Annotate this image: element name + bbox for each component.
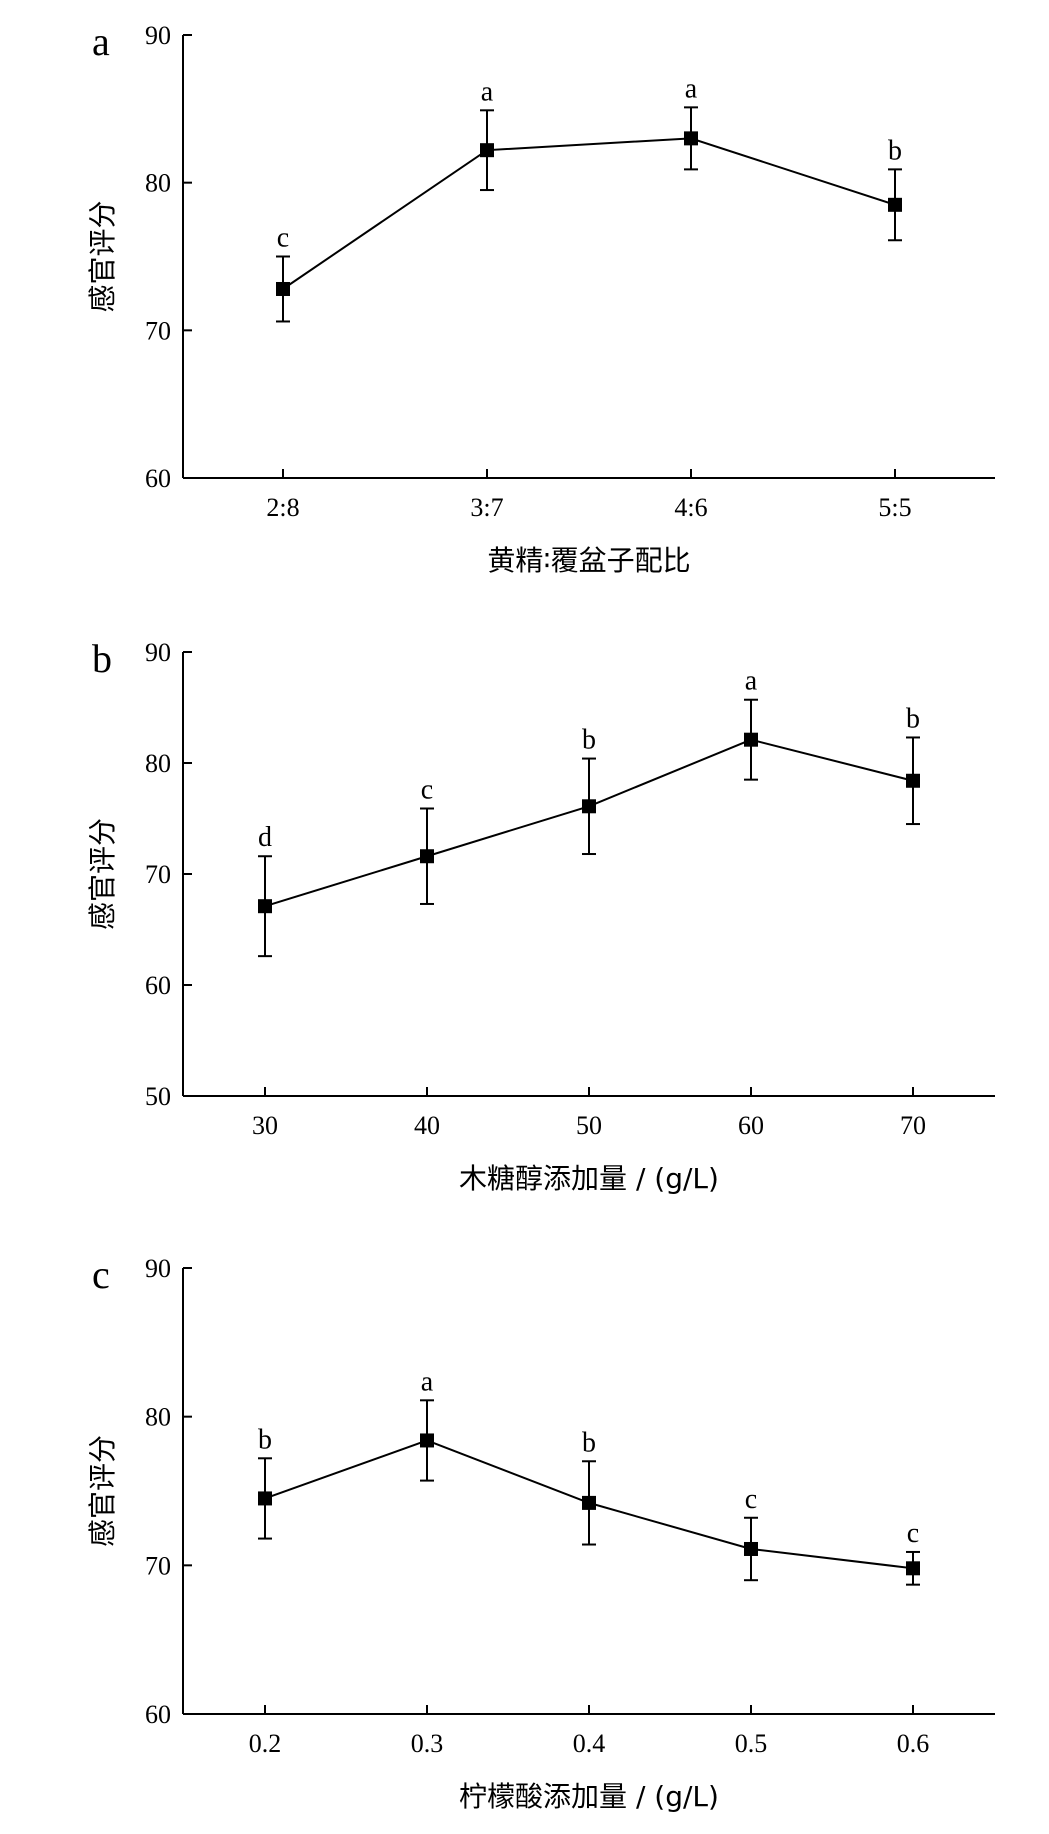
panel-label: c [92, 1252, 110, 1297]
y-tick-label: 50 [145, 1082, 171, 1111]
panel-label: a [92, 19, 110, 64]
y-tick-label: 60 [145, 1700, 171, 1729]
y-tick-label: 70 [145, 860, 171, 889]
x-tick-label: 0.2 [249, 1729, 282, 1758]
y-tick-label: 60 [145, 971, 171, 1000]
x-axis-title: 柠檬酸添加量 / (g/L) [459, 1780, 719, 1813]
x-tick-label: 30 [252, 1111, 278, 1140]
significance-label: c [745, 1484, 757, 1515]
data-point [276, 281, 290, 296]
data-point [582, 1495, 596, 1510]
significance-label: a [481, 76, 494, 107]
data-point [420, 1433, 434, 1448]
significance-label: c [421, 775, 433, 806]
y-tick-label: 90 [145, 638, 171, 667]
x-axis-title: 黄精∶覆盆子配比 [487, 544, 690, 577]
x-tick-label: 4:6 [674, 493, 707, 522]
panel-label: b [92, 636, 112, 681]
data-point [744, 732, 758, 747]
significance-label: a [745, 666, 758, 697]
data-point [420, 849, 434, 864]
data-point [906, 773, 920, 788]
x-tick-label: 0.6 [897, 1729, 930, 1758]
data-point [744, 1541, 758, 1556]
y-axis-title: 感官评分 [86, 200, 119, 312]
y-tick-label: 80 [145, 169, 171, 198]
y-tick-label: 70 [145, 316, 171, 345]
x-tick-label: 70 [900, 1111, 926, 1140]
significance-label: b [258, 1424, 272, 1455]
data-point [888, 197, 902, 212]
x-tick-label: 40 [414, 1111, 440, 1140]
y-axis-title: 感官评分 [86, 818, 119, 930]
series-line [282, 137, 896, 290]
chart-panel-a: 60 70 80 90 2:8 3:7 4:6 5:5 黄精∶覆盆子配比 感官评分 a c a a b [86, 19, 995, 577]
y-axis-title: 感官评分 [86, 1435, 119, 1547]
significance-label: a [685, 73, 698, 104]
y-tick-label: 60 [145, 464, 171, 493]
significance-label: b [582, 1427, 596, 1458]
data-point [480, 143, 494, 158]
x-tick-label: 0.5 [735, 1729, 768, 1758]
significance-label: a [421, 1366, 434, 1397]
x-tick-label: 60 [738, 1111, 764, 1140]
significance-label: b [888, 135, 902, 166]
significance-label: b [906, 703, 920, 734]
x-tick-label: 3:7 [470, 493, 503, 522]
chart-panel-c: 60 70 80 90 0.2 0.3 0.4 0.5 0.6 柠檬酸添加量 / (g/L) 感官评… [86, 1252, 995, 1813]
x-tick-label: 50 [576, 1111, 602, 1140]
y-tick-label: 80 [145, 1403, 171, 1432]
chart-panel-b: 50 60 70 80 90 30 40 50 60 70 木糖醇添加量 / (g/L) 感官评分 b d… [86, 636, 995, 1195]
x-axis-title: 木糖醇添加量 / (g/L) [459, 1162, 719, 1195]
data-point [258, 899, 272, 914]
y-tick-label: 80 [145, 749, 171, 778]
significance-label: b [582, 725, 596, 756]
significance-label: d [258, 822, 272, 853]
data-point [582, 799, 596, 814]
significance-label: c [907, 1518, 919, 1549]
x-tick-label: 2:8 [266, 493, 299, 522]
significance-label: c [277, 223, 289, 254]
x-tick-label: 0.4 [573, 1729, 606, 1758]
x-tick-label: 5:5 [878, 493, 911, 522]
data-point [258, 1491, 272, 1506]
y-tick-label: 90 [145, 1254, 171, 1283]
y-tick-label: 90 [145, 21, 171, 50]
y-tick-label: 70 [145, 1551, 171, 1580]
data-point [906, 1561, 920, 1576]
data-point [684, 131, 698, 146]
x-tick-label: 0.3 [411, 1729, 444, 1758]
